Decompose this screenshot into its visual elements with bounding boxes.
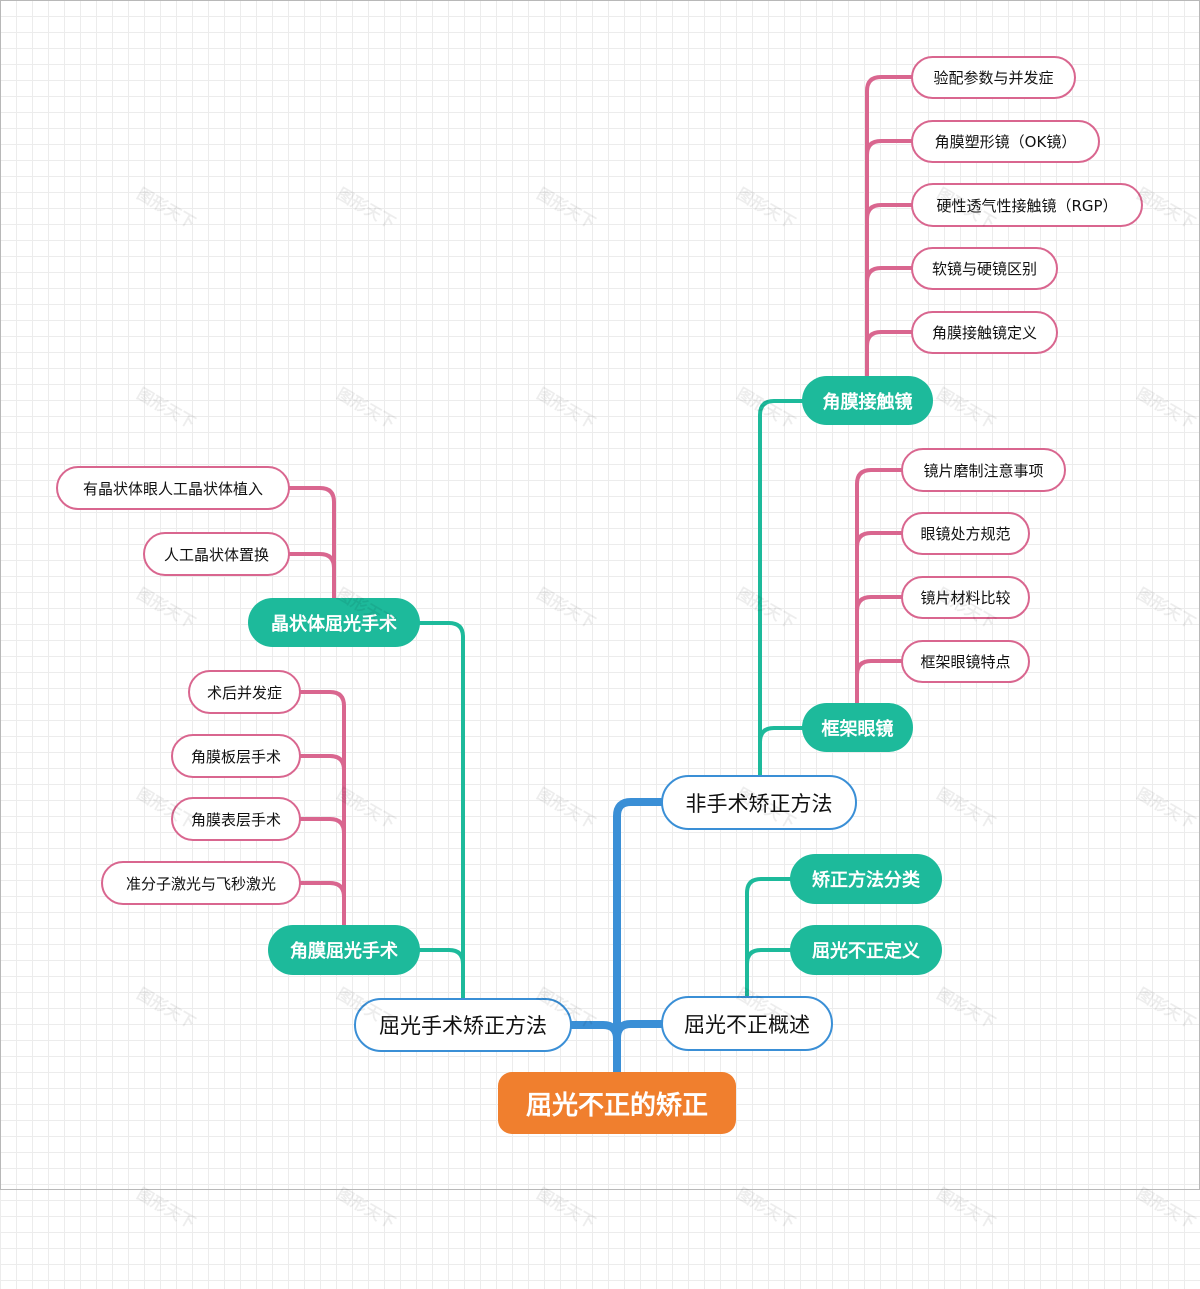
leaf-node[interactable]: 硬性透气性接触镜（RGP）: [911, 183, 1143, 227]
connector-line: [745, 948, 792, 1000]
node-label: 眼镜处方规范: [920, 525, 1011, 543]
leaf-node[interactable]: 人工晶状体置换: [143, 532, 290, 576]
leaf-node[interactable]: 框架眼镜特点: [901, 640, 1030, 683]
leaf-node[interactable]: 眼镜处方规范: [901, 512, 1030, 555]
leaf-node[interactable]: 角膜表层手术: [171, 797, 301, 841]
connector-line: [758, 726, 804, 779]
node-label: 角膜表层手术: [190, 810, 281, 829]
leaf-node[interactable]: 角膜接触镜定义: [911, 311, 1058, 354]
node-surgical[interactable]: 屈光手术矫正方法: [354, 998, 572, 1052]
node-label: 验配参数与并发症: [933, 69, 1054, 87]
connector-line: [299, 754, 346, 929]
connector-line: [865, 139, 913, 380]
leaf-node[interactable]: 术后并发症: [188, 670, 301, 714]
connector-line: [568, 1021, 621, 1078]
connector-line: [418, 948, 465, 1002]
node-label: 角膜屈光手术: [290, 941, 398, 962]
connector-line: [288, 486, 336, 602]
node-classification[interactable]: 矫正方法分类: [790, 854, 942, 904]
node-label: 非手术矫正方法: [685, 791, 833, 816]
connector-line: [418, 621, 465, 1002]
node-definition[interactable]: 屈光不正定义: [790, 925, 942, 975]
node-label: 镜片材料比较: [920, 589, 1011, 607]
connector-line: [855, 531, 903, 707]
leaf-node[interactable]: 镜片磨制注意事项: [901, 448, 1066, 492]
node-label: 屈光不正定义: [812, 941, 920, 962]
node-label: 矫正方法分类: [812, 870, 920, 891]
leaf-node[interactable]: 准分子激光与飞秒激光: [101, 861, 301, 905]
connector-line: [613, 1020, 665, 1078]
connector-line: [855, 595, 903, 707]
leaf-node[interactable]: 软镜与硬镜区别: [911, 247, 1058, 290]
node-label: 准分子激光与飞秒激光: [125, 874, 276, 893]
node-label: 人工晶状体置换: [163, 545, 269, 564]
node-label: 硬性透气性接触镜（RGP）: [936, 196, 1118, 215]
connector-line: [855, 659, 903, 707]
connector-line: [865, 75, 913, 380]
node-label: 屈光不正概述: [684, 1012, 810, 1037]
root-label: 屈光不正的矫正: [525, 1090, 708, 1121]
node-overview[interactable]: 屈光不正概述: [661, 996, 833, 1051]
node-non-surgical[interactable]: 非手术矫正方法: [661, 775, 857, 830]
connector-lines: [288, 75, 913, 1078]
connector-line: [613, 798, 665, 1078]
leaf-node[interactable]: 角膜板层手术: [171, 734, 301, 778]
node-contact-lens[interactable]: 角膜接触镜: [802, 376, 933, 425]
connector-line: [865, 266, 913, 380]
node-label: 软镜与硬镜区别: [931, 260, 1037, 278]
node-label: 术后并发症: [206, 683, 282, 702]
leaf-node[interactable]: 镜片材料比较: [901, 576, 1030, 619]
node-label: 框架眼镜特点: [920, 653, 1011, 671]
connector-line: [288, 552, 336, 602]
node-label: 框架眼镜: [821, 718, 894, 740]
leaf-node[interactable]: 角膜塑形镜（OK镜）: [911, 120, 1100, 163]
node-label: 镜片磨制注意事项: [923, 461, 1044, 480]
connector-line: [299, 690, 346, 929]
leaf-node[interactable]: 验配参数与并发症: [911, 56, 1076, 99]
connector-line: [758, 399, 804, 779]
node-lens-surgery[interactable]: 晶状体屈光手术: [248, 598, 420, 647]
node-label: 晶状体屈光手术: [271, 613, 397, 635]
node-label: 角膜板层手术: [190, 747, 281, 766]
node-label: 角膜接触镜定义: [931, 324, 1037, 342]
node-label: 有晶状体眼人工晶状体植入: [82, 479, 263, 498]
connector-line: [745, 877, 792, 1000]
connector-line: [855, 468, 903, 707]
connector-line: [865, 330, 913, 380]
connector-line: [299, 817, 346, 929]
leaf-node[interactable]: 有晶状体眼人工晶状体植入: [56, 466, 290, 510]
root-node[interactable]: 屈光不正的矫正: [498, 1072, 736, 1134]
node-glasses[interactable]: 框架眼镜: [802, 703, 913, 752]
node-label: 角膜塑形镜（OK镜）: [934, 133, 1077, 151]
connector-line: [865, 203, 913, 380]
node-label: 屈光手术矫正方法: [379, 1014, 547, 1038]
connector-line: [299, 881, 346, 929]
node-label: 角膜接触镜: [822, 391, 913, 413]
node-cornea-surgery[interactable]: 角膜屈光手术: [268, 925, 420, 975]
